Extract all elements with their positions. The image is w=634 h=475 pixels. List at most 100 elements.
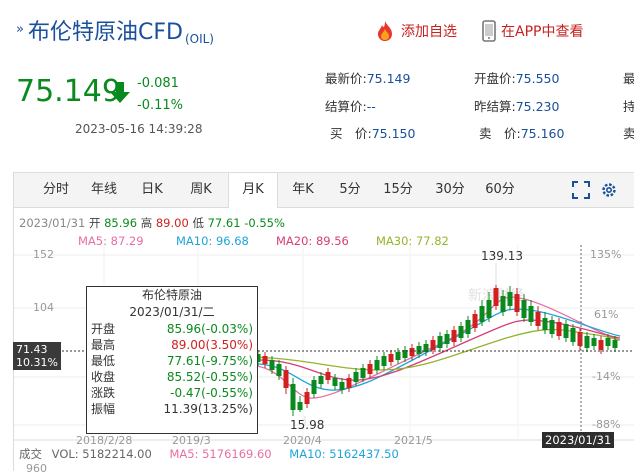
candle-body xyxy=(416,346,422,354)
candle-body xyxy=(353,372,359,382)
candle-body xyxy=(584,336,590,348)
period-tabs: 分时 年线 日K 周K 月K 年K 5分 15分 30分 60分 xyxy=(14,173,634,208)
candle-body xyxy=(605,338,611,346)
view-in-app-button[interactable]: 在APP中查看 xyxy=(482,20,583,42)
candle-body xyxy=(493,288,499,306)
candle-body xyxy=(556,322,562,336)
ma30-label: MA30: 77.82 xyxy=(376,234,449,248)
current-price-value: 71.43 xyxy=(16,343,48,356)
tab-intraday[interactable]: 分时 xyxy=(42,182,69,197)
quote-datetime: 2023-05-16 14:39:28 xyxy=(75,122,203,136)
tab-5min[interactable]: 5分 xyxy=(339,182,361,197)
candle-body xyxy=(570,328,576,342)
tooltip-row: 最高 89.00(3.50%) xyxy=(91,338,253,352)
x-tick-4: 2021/5 xyxy=(394,434,433,447)
tooltip-row: 振幅 11.39(13.25%) xyxy=(91,402,253,416)
candle-body xyxy=(290,384,296,410)
candle-body xyxy=(507,292,513,306)
current-price-tag: 71.43 10.31% xyxy=(13,342,61,370)
tooltip-row: 最低 77.61(-9.75%) xyxy=(91,354,253,368)
candle-body xyxy=(409,348,415,356)
candle-body xyxy=(591,338,597,346)
tab-60min[interactable]: 60分 xyxy=(485,182,515,197)
volume-label: 成交 xyxy=(19,447,42,461)
candle-body xyxy=(577,332,583,346)
x-tick-3: 2020/4 xyxy=(283,434,322,447)
down-arrow-icon xyxy=(110,82,130,103)
candle-info-line: 2023/01/31 开 85.96 高 89.00 低 77.61 -0.55… xyxy=(19,216,285,230)
tab-15min[interactable]: 15分 xyxy=(383,182,413,197)
candle-body xyxy=(395,352,401,360)
field-edge-3: 卖 xyxy=(623,126,634,141)
add-watchlist-label: 添加自选 xyxy=(401,24,457,40)
y-tick-104: 104 xyxy=(33,301,54,314)
ma20-label: MA20: 89.56 xyxy=(276,234,349,248)
tab-monthly[interactable]: 月K xyxy=(228,173,278,208)
tooltip-row: 开盘 85.96(-0.03%) xyxy=(91,322,253,336)
candle-body xyxy=(311,380,317,394)
instrument-name: 布伦特原油CFD xyxy=(27,20,183,45)
add-watchlist-button[interactable]: 添加自选 xyxy=(374,20,457,42)
candle-body xyxy=(479,306,485,322)
tooltip-row: 收盘 85.52(-0.55%) xyxy=(91,370,253,384)
field-edge-1: 最 xyxy=(623,71,634,86)
candle-body xyxy=(360,368,366,378)
candle-body xyxy=(486,300,492,318)
candle-body xyxy=(339,382,345,390)
gear-icon[interactable] xyxy=(600,181,618,199)
candle-body xyxy=(388,354,394,362)
candle-body xyxy=(332,378,338,386)
price-change: -0.081 -0.11% xyxy=(137,73,183,117)
volume-value: VOL: 5182214.00 xyxy=(51,447,152,461)
tab-yearly[interactable]: 年K xyxy=(292,182,314,197)
candle-body xyxy=(346,378,352,388)
candle-body xyxy=(437,336,443,348)
volume-info-line: 成交 VOL: 5182214.00 MA5: 5176169.60 MA10:… xyxy=(19,446,399,462)
field-last: 最新价:75.149 xyxy=(325,71,411,86)
y-right-tick-2: 61% xyxy=(594,308,619,321)
change-percent: -0.11% xyxy=(137,98,183,113)
tooltip-title: 布伦特原油 xyxy=(141,288,202,302)
cursor-date-tag: 2023/01/31 xyxy=(542,432,615,448)
candle-body xyxy=(612,340,618,348)
candle-body xyxy=(297,402,303,410)
chart-panel xyxy=(13,172,634,471)
candle-body xyxy=(367,364,373,374)
double-chevron-icon: » xyxy=(16,22,24,37)
candle-body xyxy=(500,296,506,312)
change-value: -0.081 xyxy=(137,76,179,91)
tab-daily[interactable]: 日K xyxy=(141,182,163,197)
y-right-tick-3: -14% xyxy=(592,370,621,383)
x-tick-1: 2018/2/28 xyxy=(76,434,133,447)
y-right-tick-1: 135% xyxy=(590,248,622,261)
tab-yearline[interactable]: 年线 xyxy=(90,182,117,197)
flame-icon xyxy=(378,21,392,41)
candle-body xyxy=(535,312,541,326)
candle-body xyxy=(451,330,457,342)
tab-30min[interactable]: 30分 xyxy=(435,182,465,197)
field-ask: 卖 价:75.160 xyxy=(479,126,565,141)
field-prev-settle: 昨结算:75.230 xyxy=(474,99,560,114)
high-price-label: 139.13 xyxy=(481,249,523,263)
y-tick-152: 152 xyxy=(33,248,54,261)
candle-body xyxy=(549,320,555,334)
ma5-label: MA5: 87.29 xyxy=(78,234,144,248)
candle-body xyxy=(563,324,569,338)
tab-weekly[interactable]: 周K xyxy=(190,182,212,197)
phone-icon xyxy=(482,20,496,42)
candle-body xyxy=(283,370,289,388)
candle-body xyxy=(325,372,331,380)
low-price-label: 15.98 xyxy=(290,418,325,432)
fullscreen-icon[interactable] xyxy=(572,181,590,199)
page-title: » 布伦特原油CFD (OIL) xyxy=(16,14,214,46)
candle-body xyxy=(304,392,310,404)
candle-body xyxy=(262,356,268,364)
candle-body xyxy=(521,300,527,318)
candle-body xyxy=(514,294,520,312)
volume-axis-tick: 960 xyxy=(26,462,47,475)
ma10-label: MA10: 96.68 xyxy=(176,234,249,248)
candle-body xyxy=(318,376,324,384)
field-bid: 买 价:75.150 xyxy=(330,126,416,141)
candle-body xyxy=(381,356,387,366)
candle-body xyxy=(374,360,380,370)
